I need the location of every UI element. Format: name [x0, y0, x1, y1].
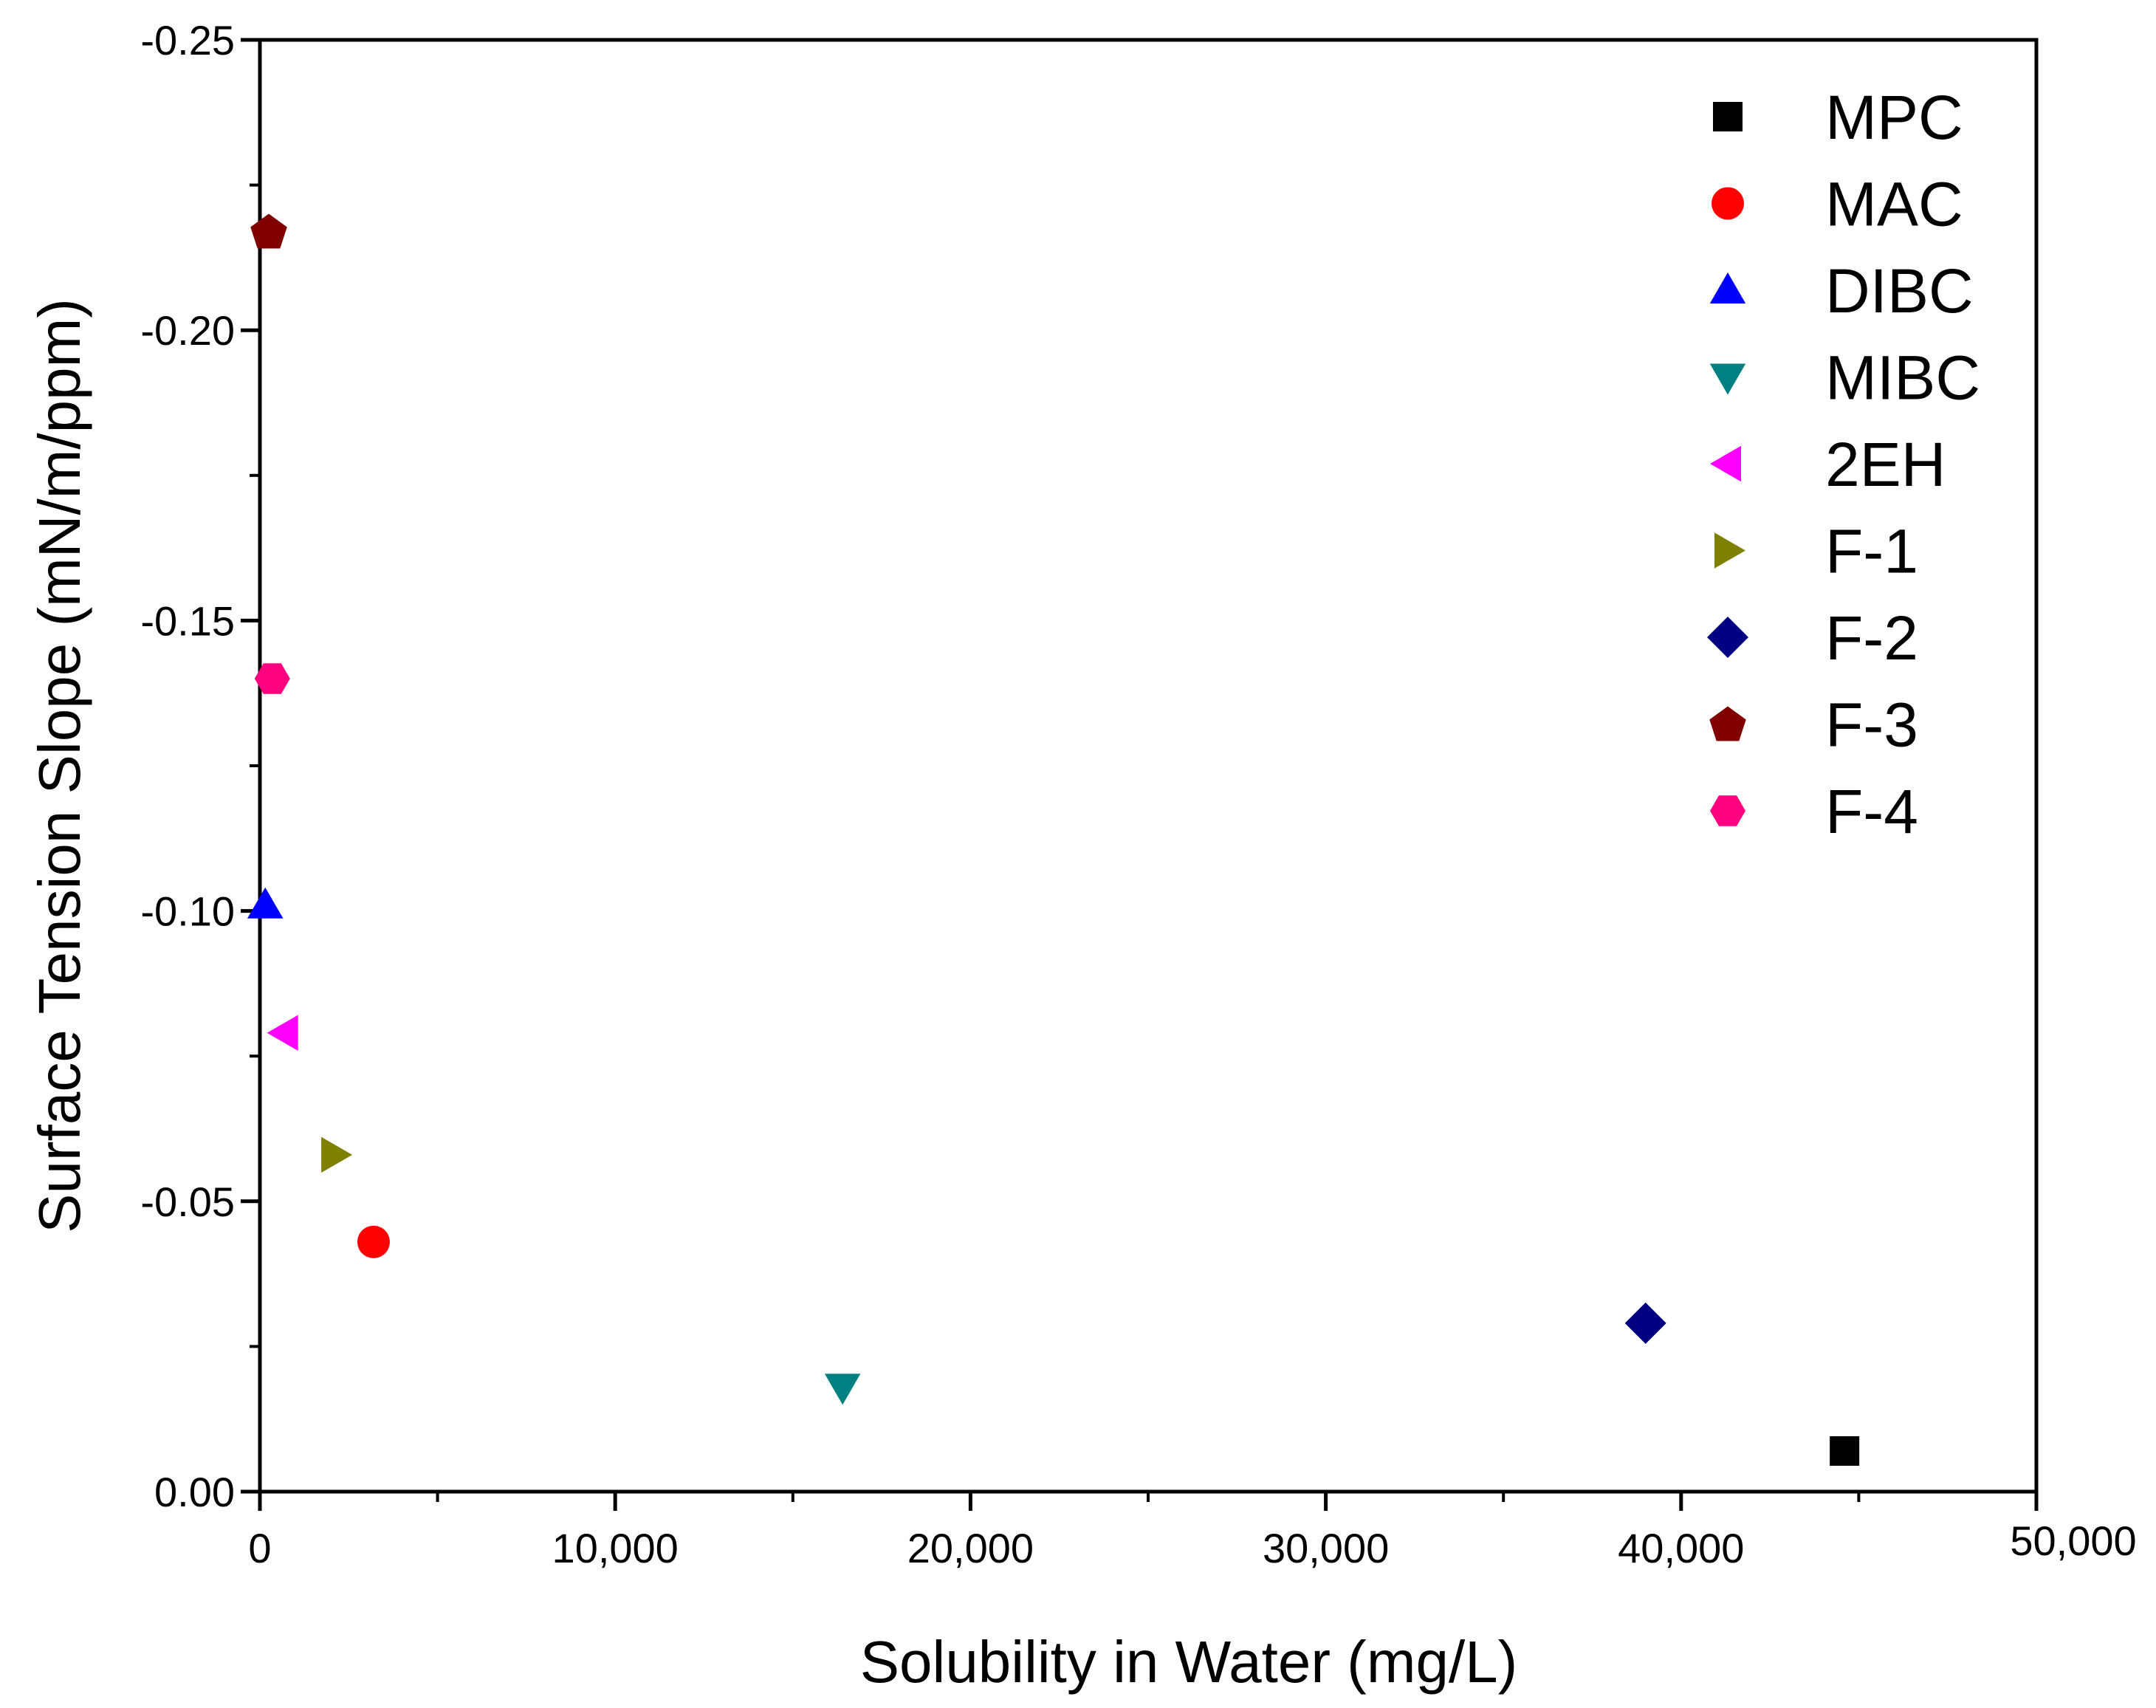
legend-label-mpc: MPC	[1825, 83, 1963, 152]
legend-label-f-2: F-2	[1825, 603, 1918, 673]
y-axis-title: Surface Tension Slope (mN/m/ppm)	[27, 298, 92, 1233]
x-tick-label: 0	[248, 1525, 271, 1571]
data-point-f-3	[250, 213, 287, 249]
data-point-f-4	[254, 663, 290, 694]
legend-label-dibc: DIBC	[1825, 256, 1974, 326]
y-tick-label: -0.20	[140, 307, 235, 354]
legend-marker-f-2	[1707, 617, 1748, 658]
plot-frame	[258, 38, 2039, 1494]
legend-label-mac: MAC	[1825, 170, 1963, 239]
x-tick-label: 50,000	[2010, 1517, 2136, 1564]
legend-label-f-3: F-3	[1825, 690, 1918, 760]
y-tick-label: -0.10	[140, 888, 235, 935]
data-point-2eh	[267, 1015, 298, 1051]
legend-marker-f-3	[1709, 706, 1746, 741]
legend-marker-mpc	[1713, 102, 1743, 131]
x-tick-label: 30,000	[1263, 1525, 1389, 1571]
y-tick-label: -0.05	[140, 1179, 235, 1225]
legend-label-f-1: F-1	[1825, 517, 1918, 586]
x-tick-label: 10,000	[552, 1525, 679, 1571]
legend: MPC MAC DIBC MIBC 2EH F-1 F-2 F-3 F-4	[1707, 83, 1980, 846]
data-points	[247, 213, 1860, 1466]
data-point-f-2	[1624, 1302, 1666, 1344]
x-axis-title: Solubility in Water (mg/L)	[860, 1629, 1518, 1695]
x-tick-label: 20,000	[907, 1525, 1034, 1571]
data-point-mac	[357, 1225, 390, 1258]
axis-tick-labels: 0 10,000 20,000 30,000 40,000 50,000 0.00 -0.05…	[140, 17, 2136, 1571]
legend-marker-f-1	[1714, 532, 1745, 569]
legend-label-2eh: 2EH	[1825, 430, 1946, 499]
legend-marker-dibc	[1709, 272, 1746, 303]
legend-marker-2eh	[1710, 445, 1741, 482]
y-tick-label: -0.15	[140, 597, 235, 644]
y-tick-label: -0.25	[140, 17, 235, 64]
legend-label-f-4: F-4	[1825, 777, 1918, 846]
x-tick-label: 40,000	[1618, 1525, 1744, 1571]
legend-marker-mac	[1712, 187, 1744, 220]
data-point-mpc	[1830, 1436, 1860, 1466]
legend-label-mibc: MIBC	[1825, 343, 1980, 413]
legend-marker-f-4	[1710, 795, 1745, 826]
data-point-dibc	[247, 887, 284, 919]
axis-ticks	[241, 38, 2039, 1511]
legend-marker-mibc	[1709, 363, 1746, 395]
data-point-f-1	[321, 1136, 353, 1173]
data-point-mibc	[824, 1373, 861, 1405]
y-tick-label: 0.00	[154, 1469, 235, 1515]
